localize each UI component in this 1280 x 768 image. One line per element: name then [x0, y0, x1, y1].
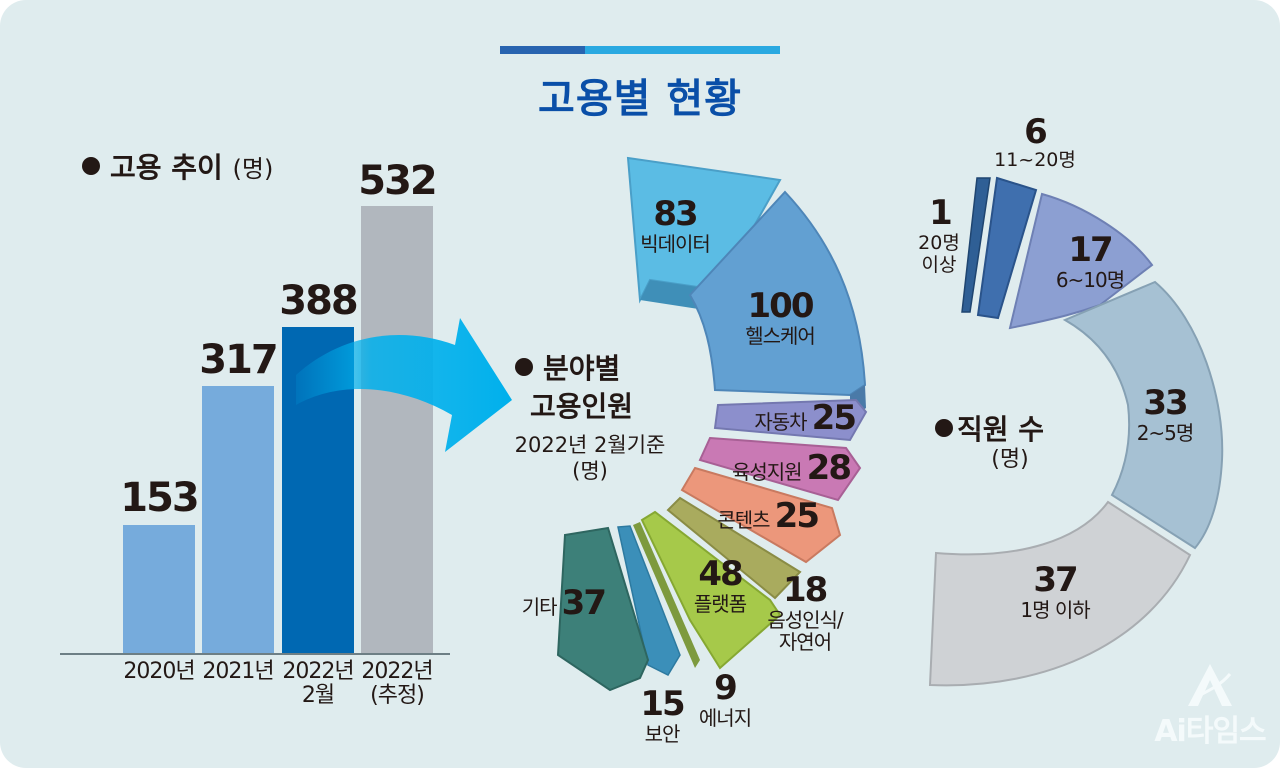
title-accent-dark [500, 46, 585, 54]
bullet-icon [935, 419, 953, 437]
bar-2020 [123, 525, 195, 653]
arrow-icon [296, 318, 512, 452]
label-speech-nlp: 18 음성인식/자연어 [767, 570, 843, 655]
field-donut-segments [556, 156, 868, 692]
label-auto: 자동차 25 [754, 398, 857, 438]
label-11-20-category: 11~20명 [994, 149, 1076, 171]
label-11-20: 6 [1024, 112, 1048, 152]
trend-title-text: 고용 추이 [110, 151, 223, 184]
x-label-2021: 2021년 [202, 659, 274, 684]
trend-unit: (명) [232, 155, 274, 183]
bar-value-2021: 317 [199, 337, 279, 383]
label-incubation: 육성지원 28 [731, 448, 852, 488]
x-label-2022-est: 2022년 (추정) [361, 659, 433, 708]
label-security: 15 보안 [640, 684, 685, 747]
label-others: 기타 37 [521, 583, 607, 623]
label-bigdata: 83 빅데이터 [640, 194, 711, 257]
staff-section-title: 직원 수 [935, 408, 1044, 448]
label-20-plus: 1 [929, 193, 953, 233]
x-label-2020: 2020년 [123, 659, 195, 684]
logo-text: Ai타임스 [1154, 714, 1266, 749]
field-section-subtitle: 2022년 2월기준 (명) [514, 433, 666, 483]
label-20-plus-category: 20명 이상 [918, 232, 960, 276]
title-accent-bar [500, 46, 780, 54]
x-label-2022-feb: 2022년 2월 [282, 659, 354, 708]
bullet-icon [515, 358, 533, 376]
x-axis-line [60, 653, 450, 655]
label-6-10: 17 6~10명 [1055, 230, 1125, 293]
label-healthcare: 100 헬스케어 [745, 286, 816, 349]
aitimes-logo: Ai타임스 [1150, 660, 1270, 750]
bar-value-2020: 153 [120, 475, 200, 521]
bar-2021 [202, 386, 274, 653]
bullet-icon [82, 157, 100, 175]
page-title: 고용별 현황 [538, 76, 742, 122]
bar-value-2022-feb: 388 [279, 278, 359, 324]
staff-section-unit: (명) [991, 447, 1029, 472]
label-energy: 9 에너지 [698, 668, 752, 731]
label-platform: 48 플랫폼 [693, 554, 747, 617]
label-2-5: 33 2~5명 [1136, 383, 1195, 446]
bar-2022-est [361, 206, 433, 653]
label-1-or-less: 37 1명 이하 [1020, 560, 1090, 623]
label-contents: 콘텐츠 25 [717, 496, 820, 536]
field-section-title: 분야별 고용인원 [515, 350, 633, 426]
trend-section-title: 고용 추이 (명) [82, 146, 273, 186]
bar-value-2022-est: 532 [358, 158, 438, 204]
title-accent-light [585, 46, 780, 54]
logo-a-icon [1188, 664, 1232, 706]
